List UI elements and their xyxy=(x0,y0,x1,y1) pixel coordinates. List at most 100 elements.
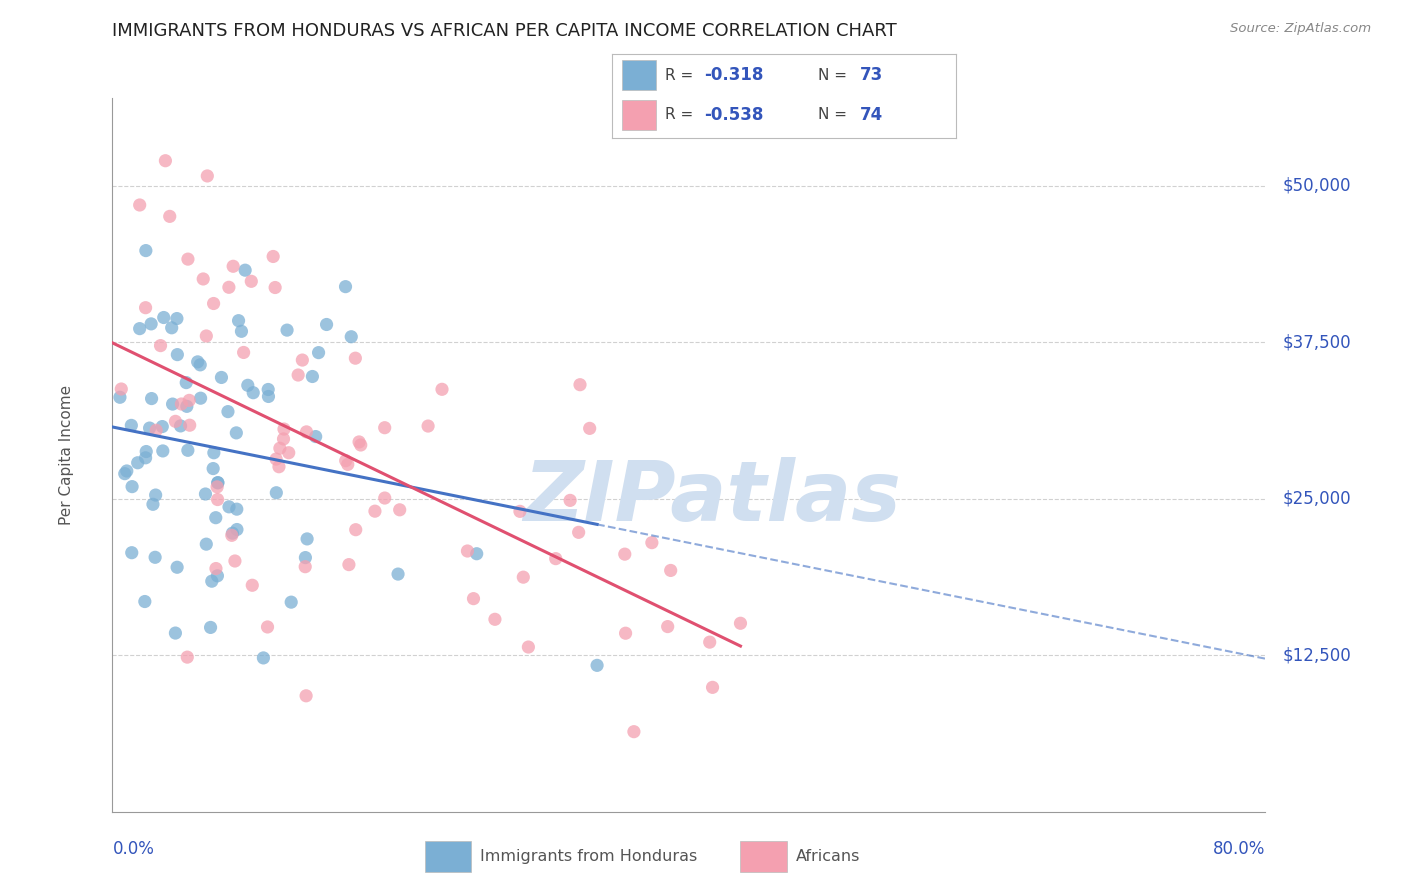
Point xyxy=(142,497,165,511)
Text: -0.318: -0.318 xyxy=(704,66,763,84)
FancyBboxPatch shape xyxy=(740,840,786,872)
Text: $50,000: $50,000 xyxy=(1282,177,1351,194)
FancyBboxPatch shape xyxy=(425,840,471,872)
Text: $12,500: $12,500 xyxy=(1282,646,1351,665)
Point xyxy=(465,547,488,561)
Point xyxy=(659,564,682,578)
Text: 73: 73 xyxy=(859,66,883,84)
Text: Immigrants from Honduras: Immigrants from Honduras xyxy=(481,849,697,863)
Point xyxy=(456,544,478,558)
Point xyxy=(138,421,160,435)
Point xyxy=(295,689,318,703)
Point xyxy=(430,382,453,396)
Point xyxy=(387,567,409,582)
Point xyxy=(135,244,157,258)
Point xyxy=(305,429,328,443)
Point xyxy=(295,532,318,546)
Point xyxy=(169,418,191,433)
Point xyxy=(374,491,396,505)
Point xyxy=(276,323,298,337)
Point xyxy=(364,504,387,518)
Point xyxy=(586,658,609,673)
Point xyxy=(416,419,439,434)
Point xyxy=(162,397,184,411)
Point xyxy=(225,502,247,516)
Point xyxy=(702,681,724,695)
Point xyxy=(190,391,212,405)
Point xyxy=(236,378,259,392)
Text: Source: ZipAtlas.com: Source: ZipAtlas.com xyxy=(1230,22,1371,36)
Point xyxy=(262,250,284,264)
Point xyxy=(145,488,167,502)
Point xyxy=(150,419,173,434)
Text: 74: 74 xyxy=(859,106,883,124)
Point xyxy=(335,279,357,293)
Point xyxy=(108,390,131,404)
Point xyxy=(269,442,291,456)
Point xyxy=(291,353,314,368)
Text: 80.0%: 80.0% xyxy=(1213,840,1265,858)
Point xyxy=(233,263,256,277)
Text: $37,500: $37,500 xyxy=(1282,334,1351,351)
Point xyxy=(218,280,240,294)
Point xyxy=(179,418,201,433)
Point xyxy=(232,345,254,359)
Point xyxy=(152,310,174,325)
Point xyxy=(176,650,198,665)
Point xyxy=(374,420,396,434)
Point xyxy=(226,523,249,537)
Point xyxy=(170,397,193,411)
Point xyxy=(159,210,181,224)
Point xyxy=(267,459,290,474)
Point xyxy=(463,591,485,606)
Point xyxy=(568,525,591,540)
Point xyxy=(273,432,295,446)
Point xyxy=(166,348,188,362)
Point xyxy=(287,368,309,382)
Point xyxy=(195,169,218,183)
Point xyxy=(188,358,211,372)
Point xyxy=(337,558,360,572)
Point xyxy=(149,338,172,352)
Point xyxy=(207,475,229,490)
Point xyxy=(264,452,287,467)
Point xyxy=(336,458,359,472)
Point xyxy=(266,485,288,500)
Point xyxy=(613,547,636,561)
Point xyxy=(204,510,226,524)
Point xyxy=(335,453,357,467)
Point xyxy=(135,301,157,315)
Point xyxy=(179,393,201,408)
Point xyxy=(121,480,143,494)
Point xyxy=(165,414,187,428)
Point xyxy=(484,612,506,626)
Point xyxy=(195,329,218,343)
Point xyxy=(187,355,209,369)
Point xyxy=(200,620,222,634)
Text: Africans: Africans xyxy=(796,849,860,863)
Point xyxy=(257,389,280,403)
Point xyxy=(569,377,592,392)
Point xyxy=(256,620,278,634)
Point xyxy=(128,198,150,212)
Point xyxy=(257,383,280,397)
Point xyxy=(174,376,197,390)
Point xyxy=(224,554,246,568)
Point xyxy=(207,492,229,507)
Point xyxy=(166,560,188,574)
Point xyxy=(578,421,600,435)
Point xyxy=(252,651,274,665)
FancyBboxPatch shape xyxy=(621,61,657,90)
Point xyxy=(294,559,316,574)
Point xyxy=(139,317,162,331)
Point xyxy=(128,321,150,335)
Point xyxy=(308,345,330,359)
Point xyxy=(277,446,299,460)
Point xyxy=(240,578,263,592)
Point xyxy=(344,523,367,537)
Point xyxy=(217,404,239,418)
Point xyxy=(222,260,245,274)
Point xyxy=(315,318,337,332)
Text: N =: N = xyxy=(818,107,852,122)
Point xyxy=(350,438,373,452)
